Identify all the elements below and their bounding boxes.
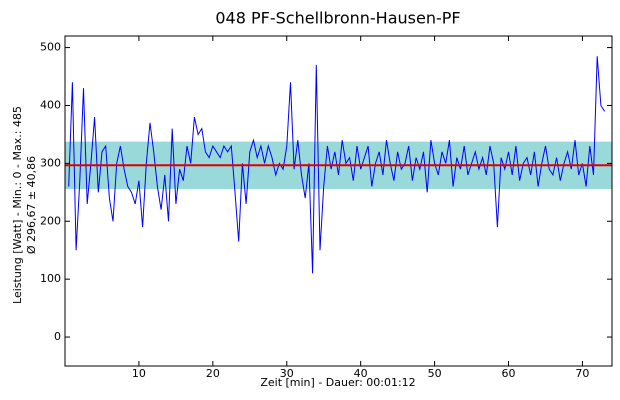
y-tick-label: 0 (54, 330, 61, 343)
y-tick-label: 500 (40, 41, 61, 54)
y-axis-label: Leistung [Watt] - Min.: 0 - Max.: 485 (11, 106, 24, 304)
y-tick-label: 300 (40, 156, 61, 169)
y-axis-stats: Ø 296,67 ± 40,86 (25, 156, 38, 254)
x-axis-label: Zeit [min] - Dauer: 00:01:12 (260, 376, 415, 389)
x-tick-label: 20 (206, 367, 220, 380)
x-tick-label: 50 (428, 367, 442, 380)
x-tick-label: 40 (354, 367, 368, 380)
x-tick-label: 10 (132, 367, 146, 380)
chart-title: 048 PF-Schellbronn-Hausen-PF (215, 9, 460, 28)
x-tick-label: 60 (502, 367, 516, 380)
x-tick-label: 70 (575, 367, 589, 380)
x-tick-label: 30 (280, 367, 294, 380)
y-tick-label: 100 (40, 272, 61, 285)
y-tick-label: 400 (40, 98, 61, 111)
y-tick-label: 200 (40, 214, 61, 227)
data-line (68, 56, 606, 274)
plot-frame (64, 35, 613, 367)
